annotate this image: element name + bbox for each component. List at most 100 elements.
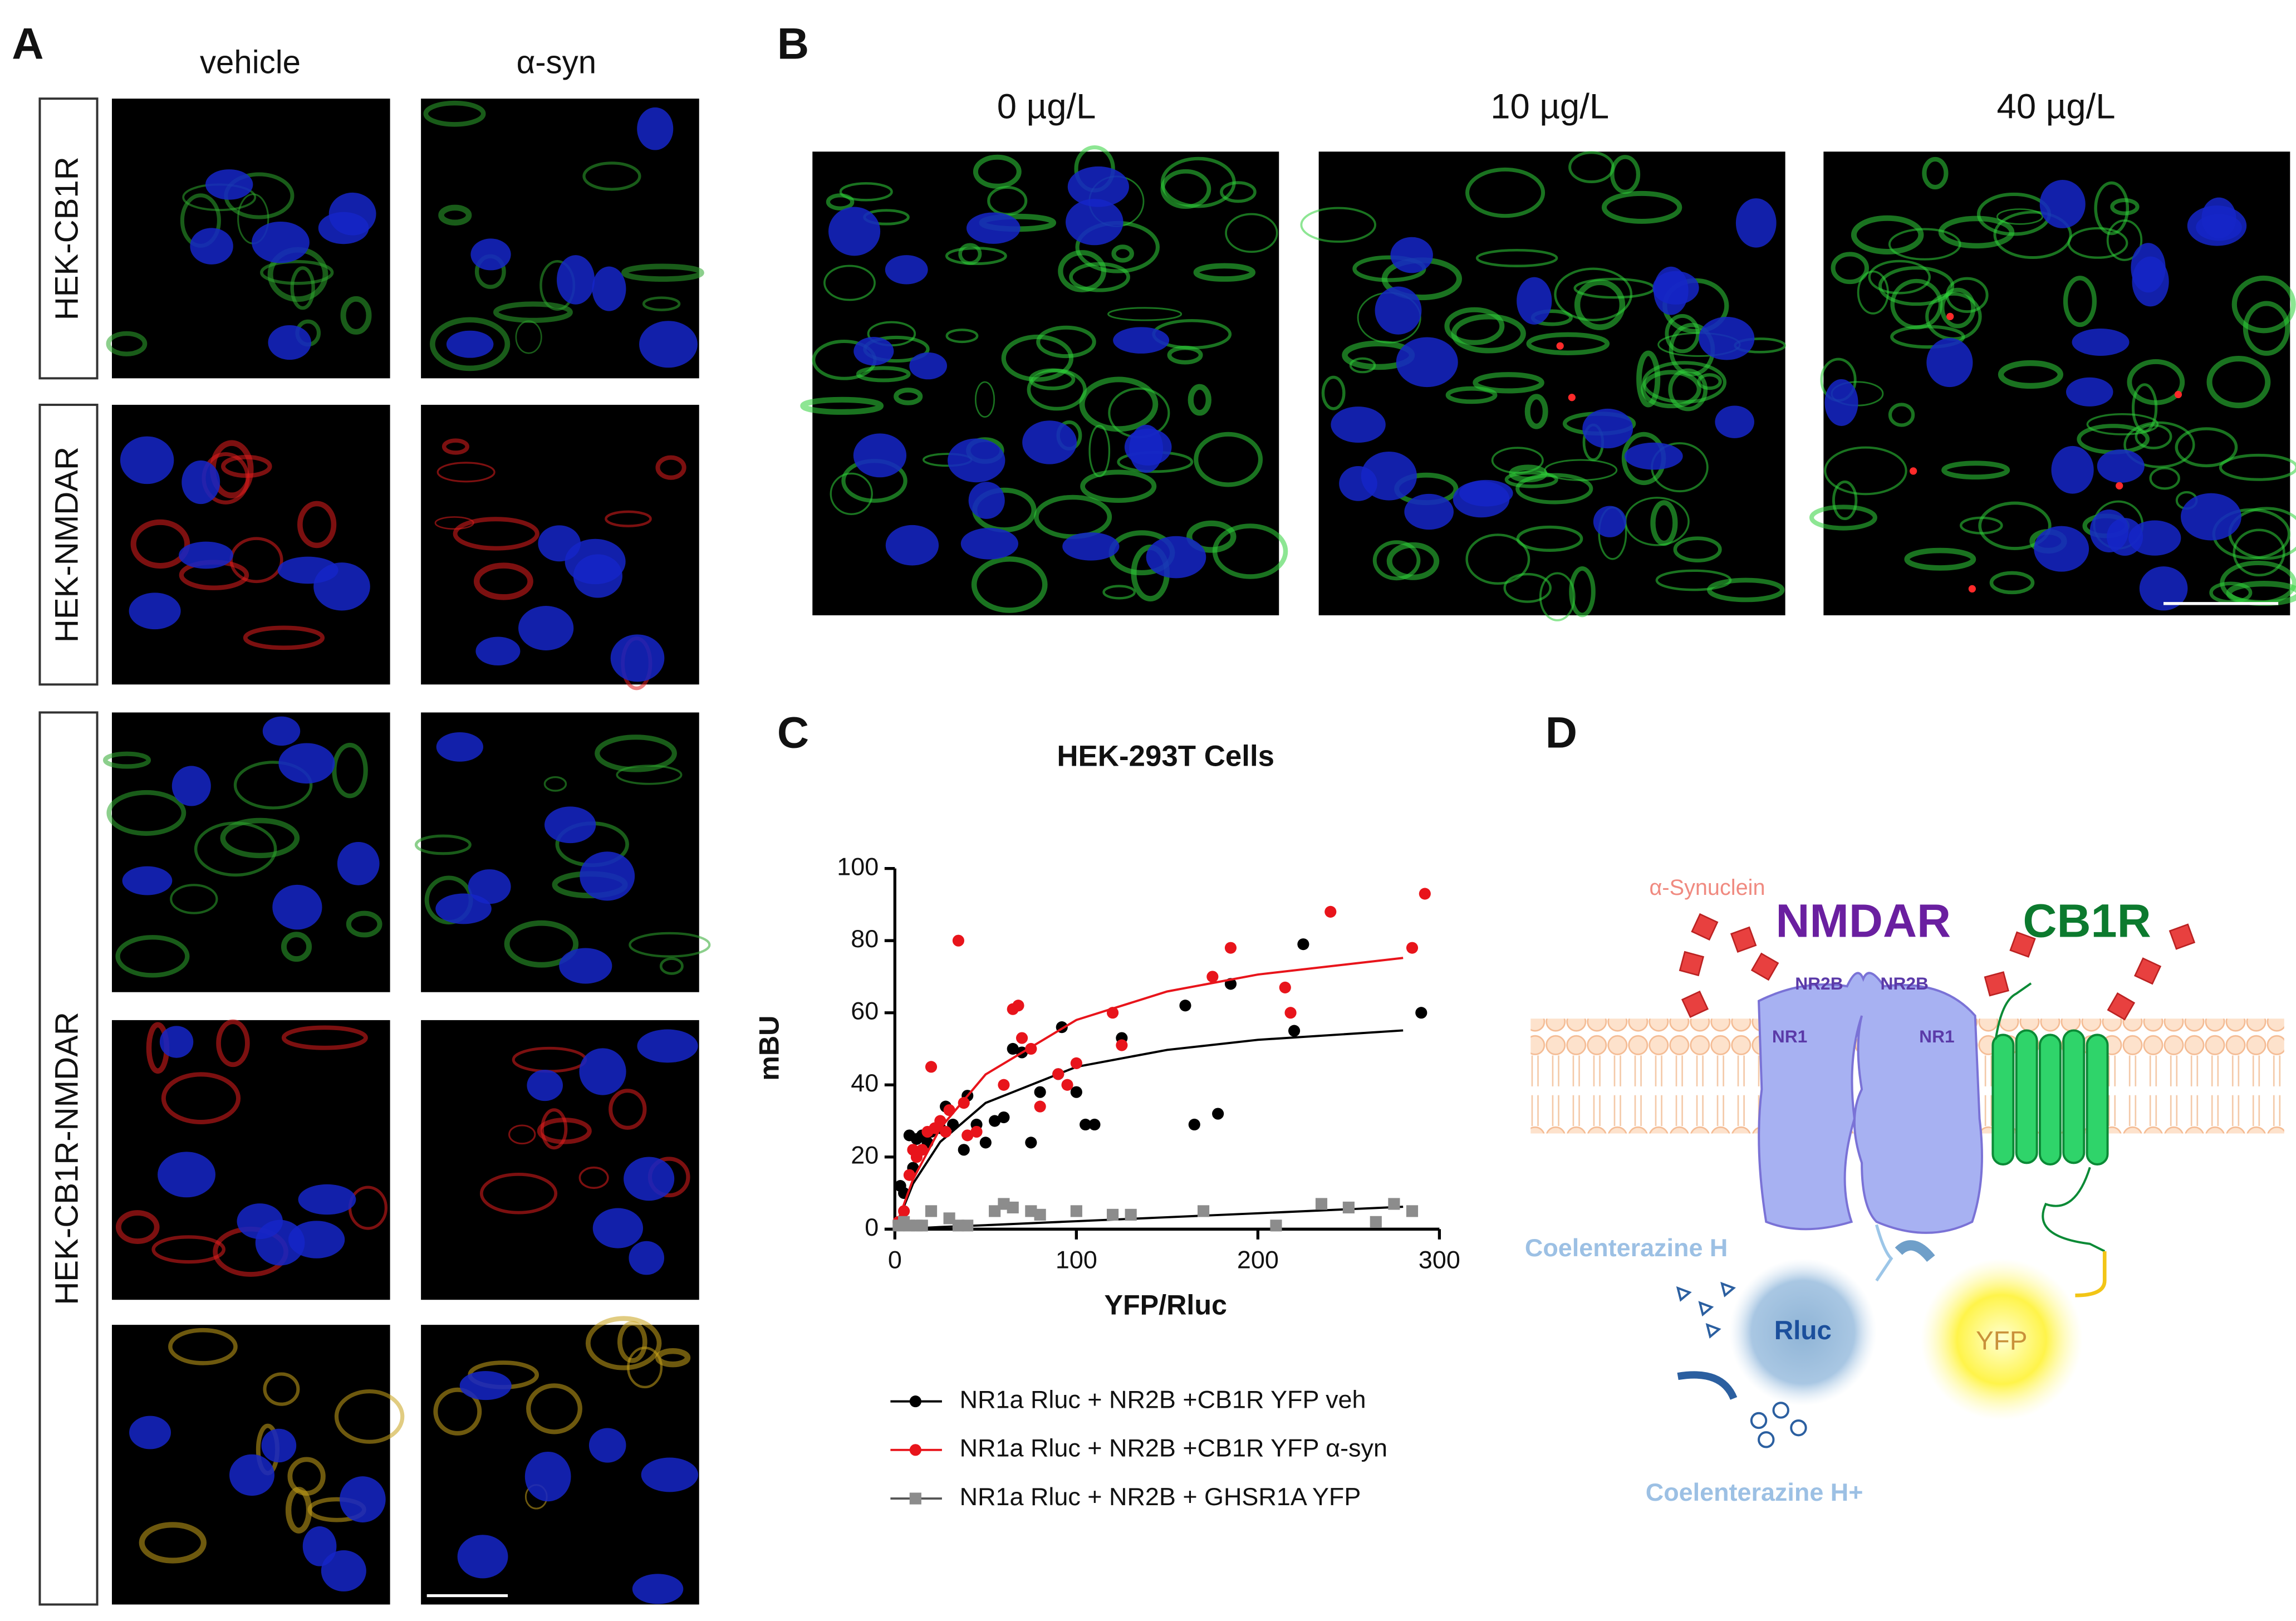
- x-tick-label: 0: [888, 1245, 902, 1274]
- point: [1297, 938, 1309, 951]
- stain: [441, 438, 469, 455]
- stain: [2127, 359, 2185, 405]
- chart-title: HEK-293T Cells: [1057, 740, 1274, 772]
- stain: [243, 625, 325, 650]
- stain: [216, 1019, 250, 1067]
- stain: [1465, 167, 1546, 218]
- stain: [541, 1108, 568, 1150]
- nucleus: [252, 221, 310, 263]
- stain: [1904, 547, 1976, 571]
- stain: [974, 381, 995, 418]
- point: [1007, 1042, 1019, 1055]
- micrographs: [102, 99, 2296, 1605]
- nucleus: [1022, 420, 1077, 464]
- nucleus: [1375, 286, 1422, 335]
- column-label: α-syn: [517, 45, 596, 81]
- stain: [1831, 252, 1870, 285]
- stain: [582, 161, 641, 191]
- nucleus: [948, 438, 1005, 483]
- stain: [987, 185, 1028, 216]
- stain: [1372, 540, 1421, 581]
- stain: [2243, 301, 2290, 356]
- stain: [281, 1025, 368, 1050]
- stain: [414, 834, 472, 855]
- nucleus: [960, 527, 1018, 560]
- nucleus: [1517, 277, 1552, 325]
- stain: [1386, 542, 1440, 580]
- stain: [115, 1210, 160, 1244]
- stain: [605, 510, 652, 527]
- legend-marker: [909, 1395, 921, 1408]
- stain: [1851, 215, 1924, 254]
- point: [1116, 1039, 1128, 1051]
- nucleus: [190, 228, 233, 265]
- stain: [1001, 334, 1074, 382]
- stain: [1444, 307, 1505, 345]
- row-label: HEK-NMDAR: [49, 447, 85, 643]
- stain: [1998, 360, 2064, 389]
- point: [940, 1125, 952, 1138]
- nucleus: [435, 893, 492, 924]
- stain: [1212, 523, 1288, 579]
- point: [1315, 1198, 1328, 1210]
- stain: [629, 932, 711, 958]
- stain: [334, 1389, 405, 1444]
- point: [1388, 1198, 1400, 1210]
- nucleus: [2034, 526, 2089, 572]
- nucleus: [272, 884, 322, 930]
- nucleus: [181, 460, 220, 505]
- stain: [2106, 219, 2143, 261]
- stain: [233, 761, 313, 810]
- nucleus: [475, 636, 521, 665]
- nucleus: [129, 1416, 171, 1449]
- panel-label: B: [777, 19, 809, 68]
- stain: [1058, 250, 1107, 292]
- stain: [260, 259, 334, 285]
- nucleus: [2051, 445, 2094, 494]
- stain: [945, 329, 979, 344]
- nucleus: [268, 325, 311, 360]
- nucleus: [1066, 199, 1124, 246]
- stain: [1574, 279, 1626, 330]
- point: [998, 1111, 1010, 1124]
- yfp-label: YFP: [1976, 1326, 2028, 1355]
- rluc-label: Rluc: [1774, 1316, 1832, 1345]
- nucleus: [277, 556, 338, 584]
- chart: HEK-293T Cells YFP/Rluc mBU 0 20 40 60 80 100…: [754, 740, 1460, 1511]
- nucleus: [237, 1203, 283, 1240]
- nucleus: [2181, 493, 2241, 541]
- nucleus: [524, 1451, 571, 1502]
- stain: [1922, 156, 1949, 190]
- stain: [616, 765, 683, 785]
- stain: [655, 1348, 691, 1368]
- stain: [1668, 368, 1708, 412]
- stain: [659, 957, 684, 975]
- stain: [1194, 432, 1263, 487]
- nucleus: [2089, 509, 2129, 553]
- nucleus: [1404, 493, 1454, 530]
- stain: [281, 932, 312, 962]
- stain: [438, 204, 472, 226]
- stain: [1569, 566, 1596, 618]
- point: [1324, 905, 1337, 918]
- stain: [1225, 213, 1278, 253]
- nucleus: [1390, 237, 1433, 273]
- stain: [1080, 469, 1157, 503]
- legend-marker: [909, 1492, 921, 1505]
- stain: [1473, 372, 1544, 394]
- stain: [1554, 267, 1633, 321]
- stain: [106, 790, 187, 836]
- point: [998, 1079, 1010, 1091]
- point: [989, 1205, 1001, 1217]
- micrograph: [1318, 151, 1785, 615]
- stain: [971, 556, 1048, 613]
- stain: [973, 154, 1022, 189]
- nucleus: [538, 525, 581, 562]
- nucleus: [966, 212, 1021, 244]
- stain: [297, 501, 337, 549]
- point: [1406, 1205, 1419, 1217]
- nucleus: [1062, 532, 1120, 561]
- nucleus: [518, 606, 574, 650]
- yfp-protein: [1920, 1258, 2083, 1421]
- stain: [526, 1383, 582, 1434]
